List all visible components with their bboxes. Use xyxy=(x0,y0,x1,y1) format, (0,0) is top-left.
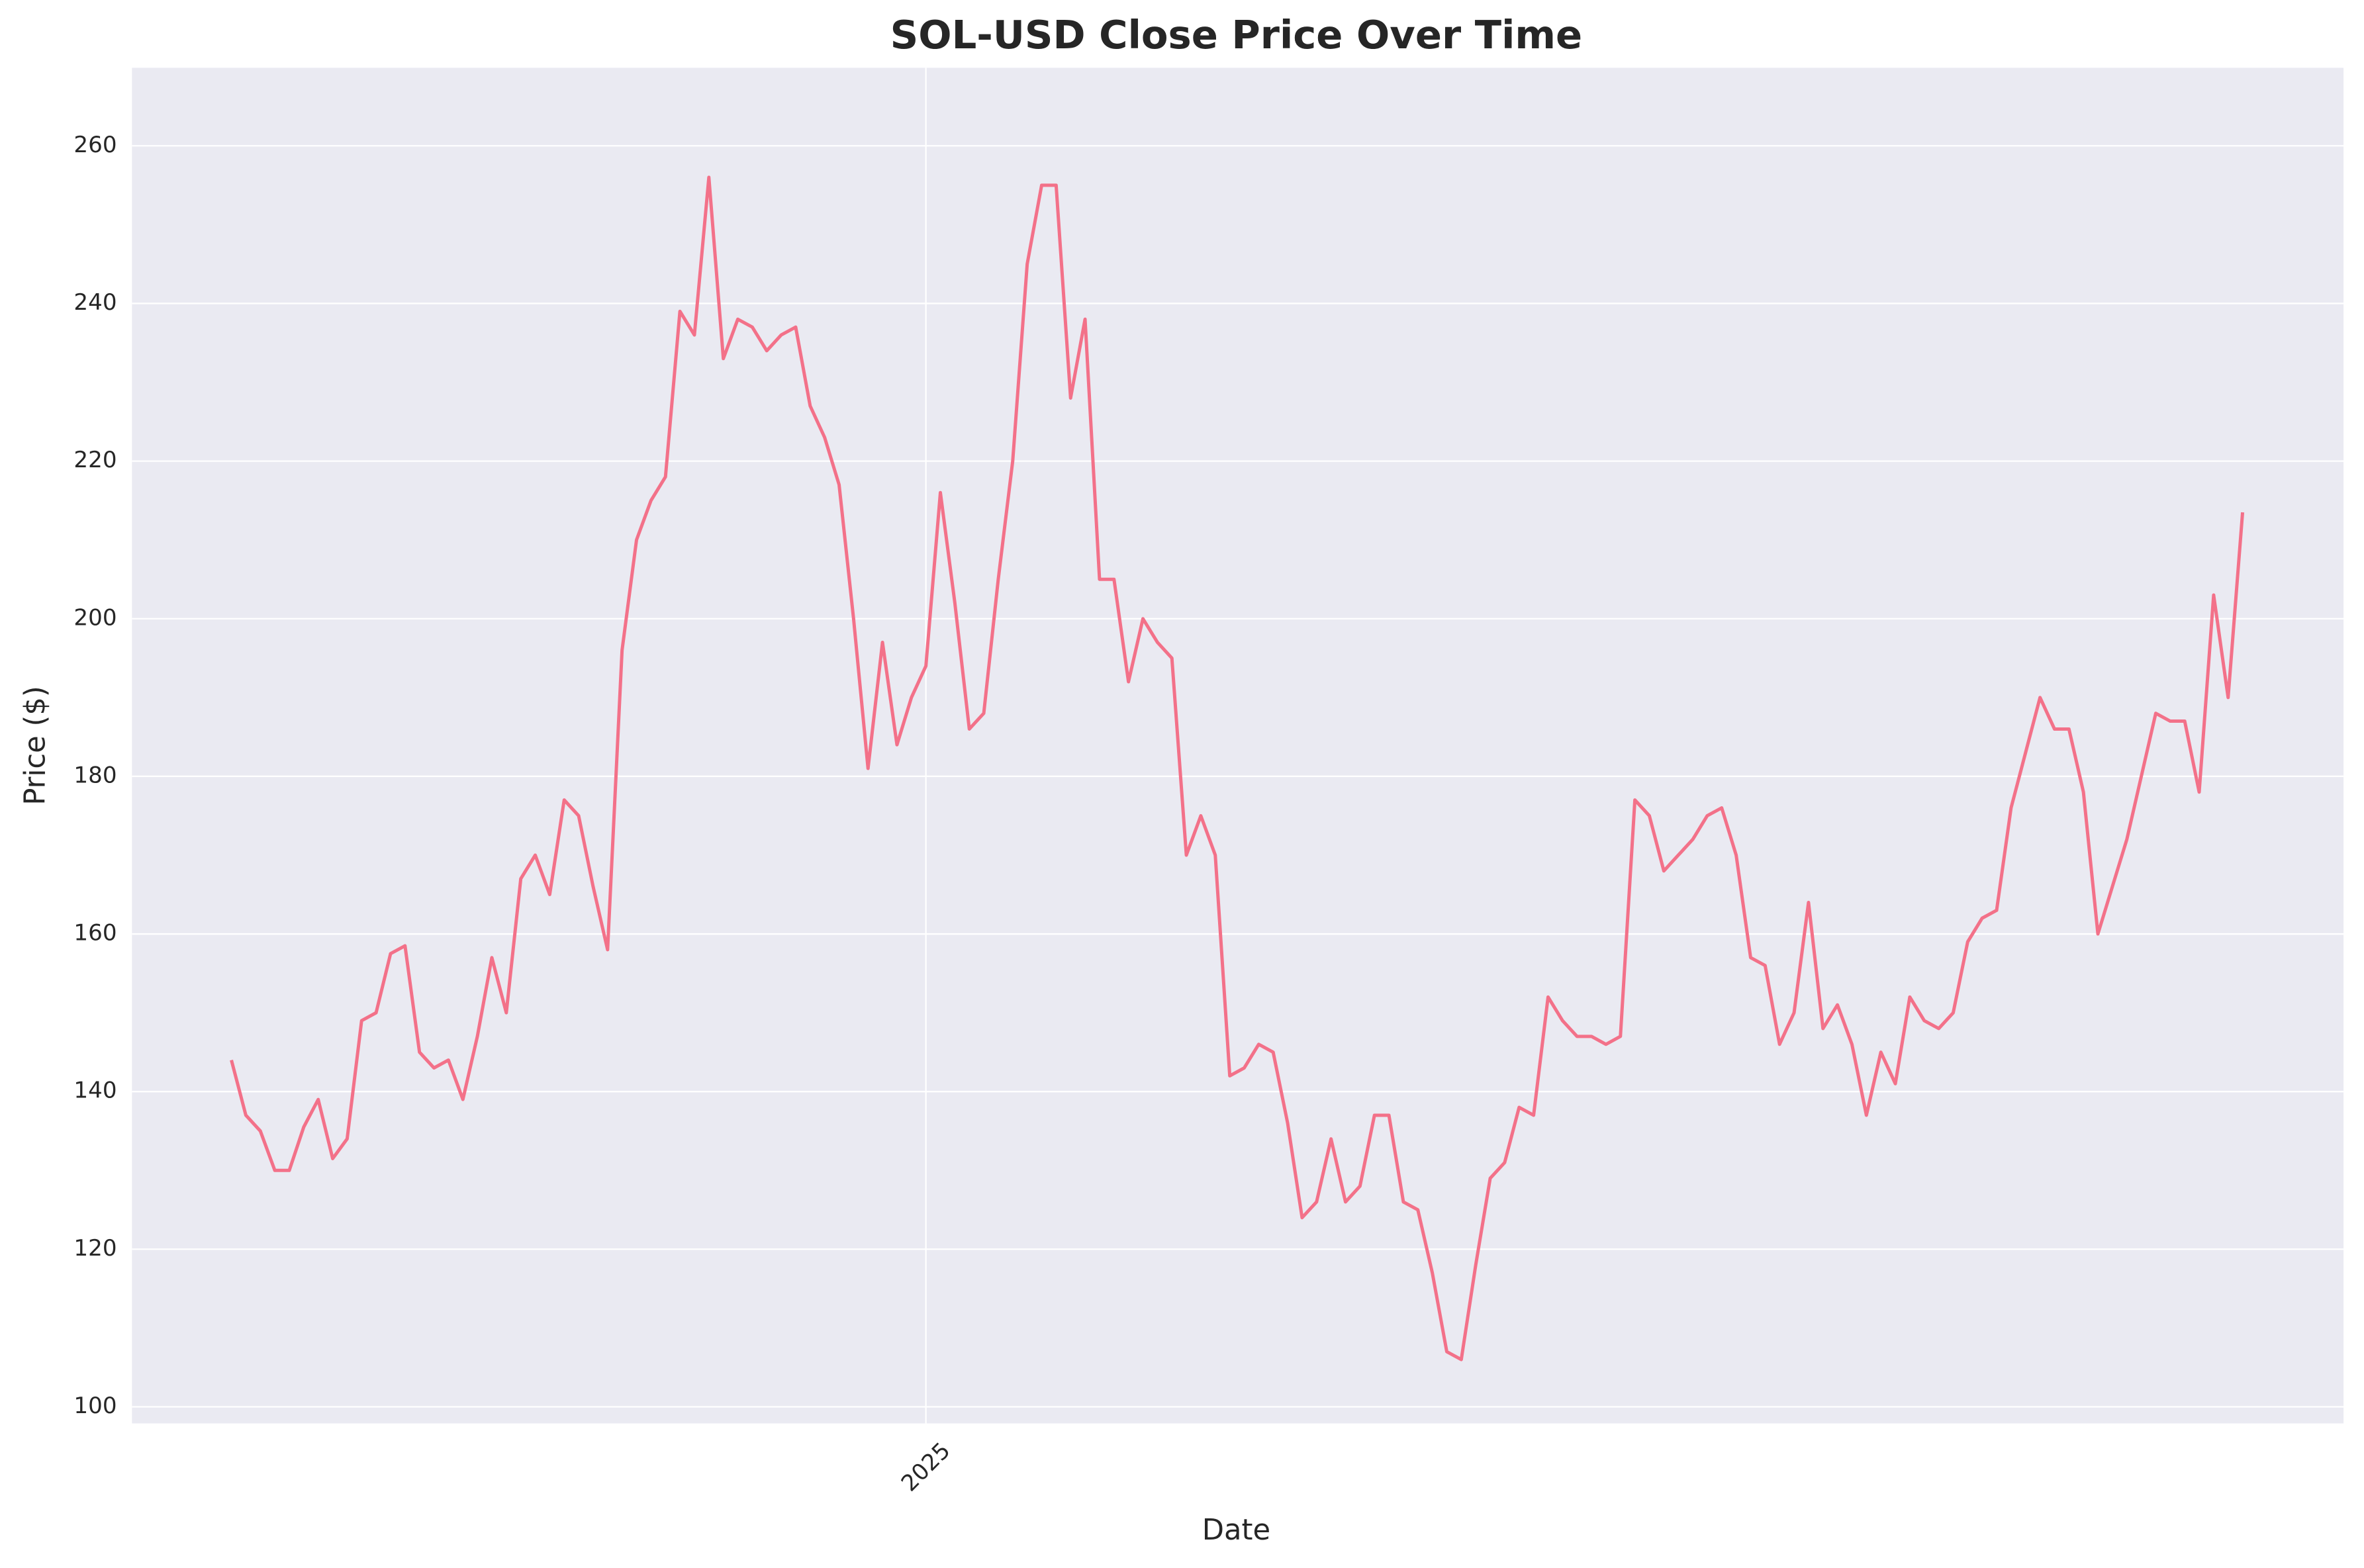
y-axis-label: Price ($) xyxy=(19,686,52,805)
x-tick-label: 2025 xyxy=(896,1438,956,1497)
plot-area xyxy=(132,68,2344,1424)
y-tick-label: 100 xyxy=(73,1393,117,1419)
y-tick-label: 260 xyxy=(73,132,117,158)
price-line xyxy=(230,175,2245,1361)
y-tick-label: 240 xyxy=(73,289,117,316)
chart-title: SOL-USD Close Price Over Time xyxy=(890,12,1582,58)
y-tick-label: 120 xyxy=(73,1235,117,1262)
y-tick-label: 200 xyxy=(73,604,117,631)
y-tick-label: 220 xyxy=(73,447,117,473)
x-axis-label: Date xyxy=(1202,1514,1270,1547)
y-tick-label: 180 xyxy=(73,762,117,788)
y-tick-label: 140 xyxy=(73,1078,117,1104)
y-tick-label: 160 xyxy=(73,920,117,946)
